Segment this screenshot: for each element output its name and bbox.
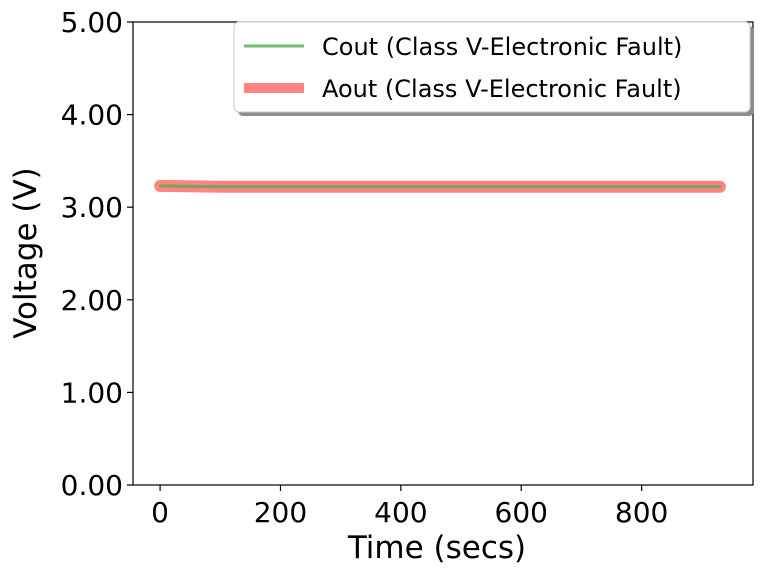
x-tick-label: 0 [151,496,169,529]
x-axis-label: Time (secs) [347,530,526,566]
x-tick-label: 400 [374,496,427,529]
legend-label-cout: Cout (Class V-Electronic Fault) [322,33,682,61]
y-tick-label: 3.00 [61,191,123,224]
y-axis-label: Voltage (V) [8,167,44,339]
x-tick-label: 600 [495,496,548,529]
x-tick-label: 800 [615,496,668,529]
y-tick-label: 1.00 [61,376,123,409]
legend: Cout (Class V-Electronic Fault) Aout (Cl… [233,21,754,116]
series-line-cout [158,184,722,189]
y-tick-label: 2.00 [61,284,123,317]
y-tick-label: 5.00 [61,6,123,39]
series-layer [154,179,726,193]
x-tick-label: 200 [254,496,307,529]
legend-box [233,21,751,113]
legend-label-aout: Aout (Class V-Electronic Fault) [322,75,682,103]
y-tick-label: 0.00 [61,469,123,502]
ticks-layer: 0 200 400 600 800 0.00 1.00 2.00 3.00 4.00 5.00 [61,6,669,529]
y-tick-label: 4.00 [61,99,123,132]
